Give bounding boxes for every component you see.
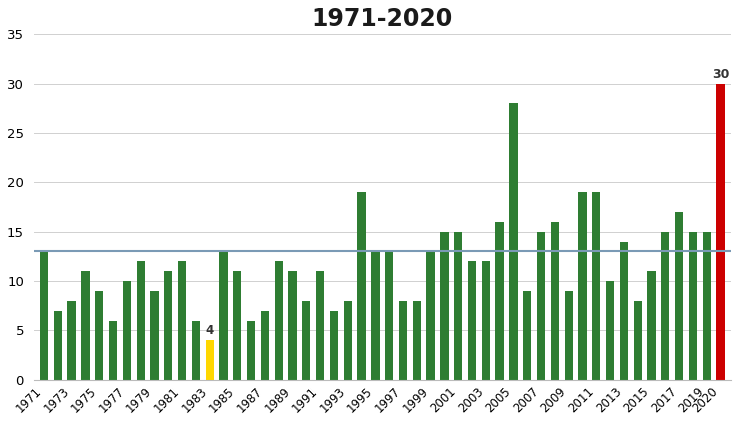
Bar: [67, 301, 76, 380]
Bar: [109, 321, 117, 380]
Text: 4: 4: [206, 325, 214, 337]
Bar: [689, 232, 697, 380]
Bar: [468, 261, 476, 380]
Bar: [219, 252, 227, 380]
Bar: [40, 252, 48, 380]
Bar: [95, 291, 103, 380]
Bar: [151, 291, 159, 380]
Bar: [703, 232, 711, 380]
Bar: [606, 281, 614, 380]
Bar: [178, 261, 186, 380]
Bar: [620, 241, 628, 380]
Bar: [537, 232, 545, 380]
Bar: [261, 311, 269, 380]
Bar: [675, 212, 683, 380]
Bar: [233, 271, 241, 380]
Bar: [495, 222, 504, 380]
Bar: [316, 271, 324, 380]
Bar: [399, 301, 407, 380]
Bar: [371, 252, 379, 380]
Bar: [523, 291, 531, 380]
Bar: [123, 281, 131, 380]
Bar: [302, 301, 311, 380]
Bar: [427, 252, 435, 380]
Bar: [289, 271, 297, 380]
Bar: [633, 301, 642, 380]
Bar: [137, 261, 145, 380]
Bar: [206, 340, 214, 380]
Bar: [647, 271, 655, 380]
Bar: [661, 232, 669, 380]
Bar: [551, 222, 559, 380]
Bar: [192, 321, 200, 380]
Bar: [275, 261, 283, 380]
Bar: [441, 232, 449, 380]
Bar: [81, 271, 89, 380]
Bar: [565, 291, 573, 380]
Bar: [717, 84, 725, 380]
Title: 1971-2020: 1971-2020: [311, 7, 453, 31]
Bar: [344, 301, 352, 380]
Text: 30: 30: [712, 68, 729, 81]
Bar: [330, 311, 338, 380]
Bar: [54, 311, 62, 380]
Bar: [357, 192, 366, 380]
Bar: [454, 232, 462, 380]
Bar: [385, 252, 393, 380]
Bar: [509, 103, 517, 380]
Bar: [579, 192, 587, 380]
Bar: [247, 321, 255, 380]
Bar: [592, 192, 601, 380]
Bar: [482, 261, 490, 380]
Bar: [164, 271, 173, 380]
Bar: [413, 301, 421, 380]
